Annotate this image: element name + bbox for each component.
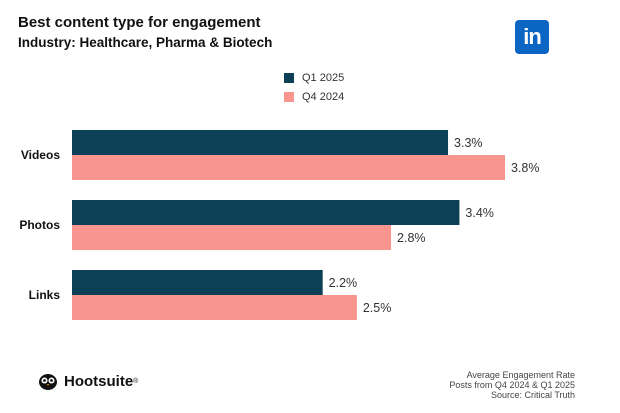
chart-title: Best content type for engagement (18, 14, 261, 31)
chart-subtitle: Industry: Healthcare, Pharma & Biotech (18, 35, 273, 50)
legend-item-q4-2024: Q4 2024 (284, 87, 344, 106)
bar-links-q4-2024 (72, 295, 357, 320)
category-label-photos: Photos (19, 218, 60, 232)
bar-videos-q4-2024 (72, 155, 505, 180)
category-label-videos: Videos (21, 148, 60, 162)
value-label-photos-q4-2024: 2.8% (397, 231, 426, 245)
footer-source: Source: Critical Truth (490, 390, 575, 400)
legend: Q1 2025 Q4 2024 (284, 68, 344, 106)
owl-icon (39, 374, 57, 390)
bar-videos-q1-2025 (72, 130, 449, 155)
brand-name: Hootsuite (64, 372, 134, 390)
value-label-links-q1-2025: 2.2% (329, 276, 358, 290)
bar-links-q1-2025 (72, 270, 323, 295)
linkedin-icon: in (515, 20, 549, 54)
bar-photos-q4-2024 (72, 225, 392, 250)
value-label-videos-q4-2024: 3.8% (511, 161, 540, 175)
hootsuite-logo: Hootsuite ® (38, 372, 138, 390)
value-label-links-q4-2024: 2.5% (363, 301, 392, 315)
bar-photos-q1-2025 (72, 200, 460, 225)
value-label-videos-q1-2025: 3.3% (454, 136, 483, 150)
chart-footer: Average Engagement Rate Posts from Q4 20… (449, 370, 575, 400)
legend-item-q1-2025: Q1 2025 (284, 68, 344, 87)
value-label-photos-q1-2025: 3.4% (465, 206, 494, 220)
legend-swatch-q4-2024 (284, 91, 294, 102)
footer-metric: Average Engagement Rate (466, 370, 575, 380)
brand-trademark: ® (133, 377, 139, 385)
legend-label-q1-2025: Q1 2025 (302, 71, 345, 84)
footer-period: Posts from Q4 2024 & Q1 2025 (449, 380, 575, 390)
legend-label-q4-2024: Q4 2024 (302, 90, 345, 103)
legend-swatch-q1-2025 (284, 72, 294, 83)
category-label-links: Links (29, 288, 61, 302)
